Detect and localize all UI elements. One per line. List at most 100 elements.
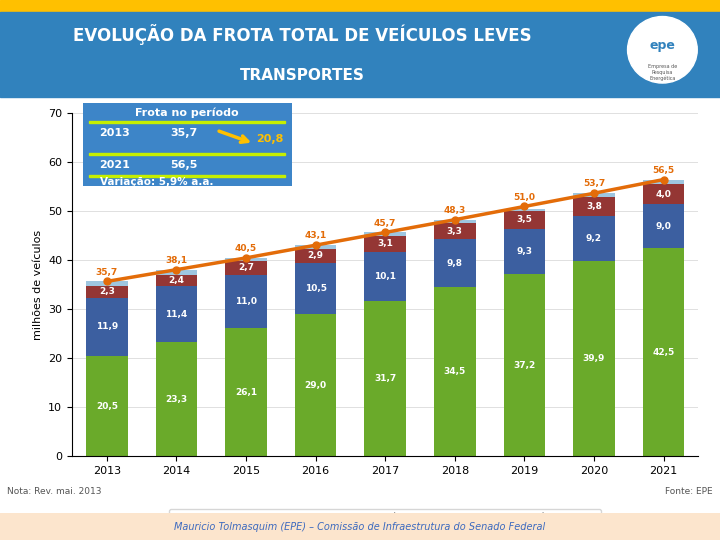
Bar [573,261,615,456]
Bar [89,120,285,123]
Text: 3,5: 3,5 [516,215,532,225]
Text: 2,9: 2,9 [307,251,323,260]
Circle shape [628,17,697,83]
Text: 34,5: 34,5 [444,367,466,376]
Bar [434,287,476,456]
Bar [156,269,197,274]
Text: 53,7: 53,7 [583,179,605,188]
Text: 40,5: 40,5 [235,244,257,253]
Text: 20,8: 20,8 [256,133,284,144]
Bar [364,237,406,252]
FancyBboxPatch shape [74,99,300,190]
Legend: Flex fuel, Gasolina, Etanol, Híbrido, Diesel, Total Veículos leves: Flex fuel, Gasolina, Etanol, Híbrido, Di… [169,509,601,527]
Text: Empresa de
Pesquisa
Energética: Empresa de Pesquisa Energética [648,64,677,81]
Bar [86,286,127,298]
Bar [573,216,615,261]
Text: 38,1: 38,1 [166,256,187,265]
Text: 56,5: 56,5 [652,166,675,174]
Text: 11,4: 11,4 [166,310,187,319]
Text: 43,1: 43,1 [305,231,327,240]
Text: 2,7: 2,7 [238,264,254,273]
Text: 23,3: 23,3 [166,395,187,404]
Text: 29,0: 29,0 [305,381,327,390]
Bar [643,204,685,248]
Text: 11,9: 11,9 [96,322,118,331]
Text: 9,2: 9,2 [586,234,602,243]
Bar [503,274,545,456]
Text: 26,1: 26,1 [235,388,257,397]
Bar [643,179,685,185]
Bar [573,197,615,216]
Bar [294,263,336,314]
Text: Fonte: EPE: Fonte: EPE [665,487,713,496]
Text: Mauricio Tolmasquim (EPE) – Comissão de Infraestrutura do Senado Federal: Mauricio Tolmasquim (EPE) – Comissão de … [174,522,546,531]
Text: 35,7: 35,7 [96,267,118,276]
Text: 3,1: 3,1 [377,239,393,248]
Bar [86,298,127,356]
Bar [643,248,685,456]
Bar [364,301,406,456]
Text: 35,7: 35,7 [171,128,198,138]
Bar [364,232,406,237]
Text: 2,4: 2,4 [168,276,184,285]
Bar [89,174,285,177]
Text: Variação: 5,9% a.a.: Variação: 5,9% a.a. [99,177,213,187]
Text: EVOLUÇÃO DA FROTA TOTAL DE VEÍCULOS LEVES: EVOLUÇÃO DA FROTA TOTAL DE VEÍCULOS LEVE… [73,24,531,44]
Total Veículos leves [590,190,598,197]
Text: 31,7: 31,7 [374,374,396,383]
Text: 48,3: 48,3 [444,206,466,215]
Bar [225,274,267,328]
Bar [434,239,476,287]
Bar [573,193,615,197]
Total Veículos leves [311,242,320,248]
Bar [225,328,267,456]
Bar [89,153,285,155]
Bar [294,248,336,263]
Text: 39,9: 39,9 [582,354,606,363]
Text: 2021: 2021 [99,159,130,170]
Text: Frota no período: Frota no período [135,107,239,118]
Text: 2,3: 2,3 [99,287,114,296]
Text: 51,0: 51,0 [513,193,536,201]
Bar [0,12,720,97]
Bar [225,258,267,261]
Total Veículos leves [242,255,251,261]
Bar [503,209,545,211]
Bar [643,185,685,204]
Bar [434,223,476,239]
Text: 10,1: 10,1 [374,272,396,281]
Bar [364,252,406,301]
Text: 4,0: 4,0 [656,190,672,199]
Text: TRANSPORTES: TRANSPORTES [240,69,365,83]
Text: 20,5: 20,5 [96,402,118,410]
Text: 3,3: 3,3 [447,227,463,236]
Bar [156,274,197,286]
Total Veículos leves [172,266,181,273]
Text: 9,3: 9,3 [516,247,532,256]
Total Veículos leves [451,217,459,223]
Bar [503,211,545,228]
Total Veículos leves [381,229,390,235]
Text: 45,7: 45,7 [374,219,397,227]
Y-axis label: milhões de veículos: milhões de veículos [32,230,42,340]
Text: 11,0: 11,0 [235,297,257,306]
Bar [434,220,476,223]
Text: epe: epe [649,39,675,52]
Line: Total Veículos leves: Total Veículos leves [104,176,667,285]
Text: 2013: 2013 [99,128,130,138]
Text: 37,2: 37,2 [513,361,536,370]
Text: 9,0: 9,0 [656,221,672,231]
Bar [503,228,545,274]
Bar [294,314,336,456]
Text: 3,8: 3,8 [586,202,602,211]
Text: Nota: Rev. mai. 2013: Nota: Rev. mai. 2013 [7,487,102,496]
Total Veículos leves [102,278,111,285]
Bar [294,245,336,248]
Text: 10,5: 10,5 [305,284,327,293]
Bar [86,281,127,286]
Bar [225,261,267,274]
Bar [86,356,127,456]
Total Veículos leves [660,176,668,183]
Text: 9,8: 9,8 [447,259,463,268]
Bar [0,0,720,12]
